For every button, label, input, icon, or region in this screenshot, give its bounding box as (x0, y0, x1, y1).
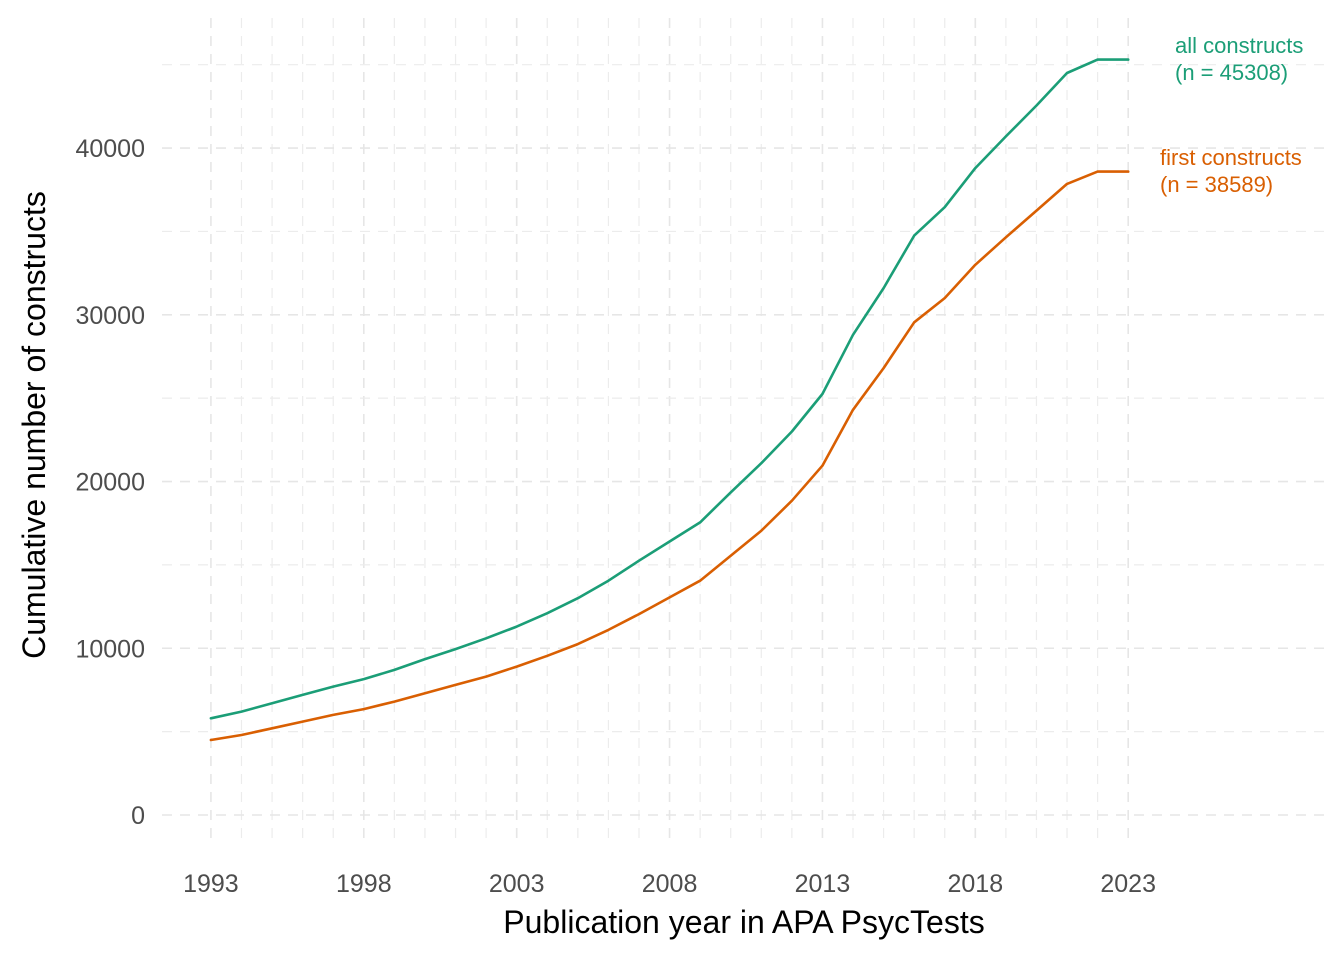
x-tick-label: 1993 (183, 870, 239, 898)
x-tick-label: 2018 (948, 870, 1004, 898)
series-end-label-count: (n = 45308) (1175, 60, 1288, 85)
series-end-labels: all constructs(n = 45308) first construct… (1160, 33, 1303, 197)
y-tick-label: 10000 (75, 635, 145, 663)
series-lines (209, 58, 1130, 742)
y-tick-label: 40000 (75, 135, 145, 163)
series-end-label-name: first constructs (1160, 145, 1302, 170)
series-line-1 (209, 170, 1130, 742)
x-tick-label: 2023 (1100, 870, 1156, 898)
x-tick-label: 2013 (795, 870, 851, 898)
tick-labels: 1993 1998 2003 2008 2013 2018 2023 0 10000 20000 3… (75, 135, 1156, 898)
series-end-label-count: (n = 38589) (1160, 172, 1273, 197)
y-tick-label: 30000 (75, 302, 145, 330)
y-tick-label: 0 (131, 802, 145, 830)
grid (162, 18, 1330, 845)
series-end-label-name: all constructs (1175, 33, 1303, 58)
x-tick-label: 1998 (336, 870, 392, 898)
y-axis-title: Cumulative number of constructs (16, 191, 52, 659)
y-tick-label: 20000 (75, 469, 145, 497)
series-line-0 (209, 58, 1130, 720)
x-tick-label: 2008 (642, 870, 698, 898)
x-axis-title: Publication year in APA PsycTests (503, 904, 984, 940)
x-tick-label: 2003 (489, 870, 545, 898)
